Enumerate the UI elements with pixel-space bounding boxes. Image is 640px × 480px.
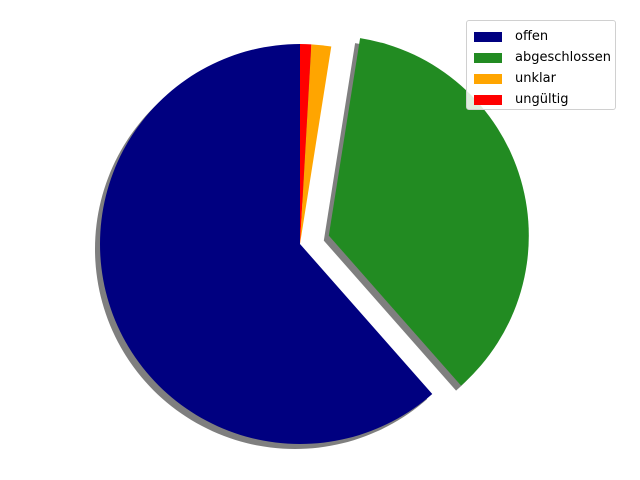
legend-label-offen: offen: [515, 29, 549, 44]
pie-slice-layer: [100, 38, 529, 444]
chart-legend: offen abgeschlossen unklar ungültig: [466, 20, 616, 110]
legend-swatch-ungueltig: [474, 94, 502, 105]
legend-label-ungueltig: ungültig: [515, 92, 569, 107]
legend-swatch-offen: [474, 31, 502, 42]
pie-slice-ungultig: [300, 44, 312, 244]
legend-item-abgeschlossen: abgeschlossen: [474, 47, 611, 68]
pie-slice-offen: [100, 44, 433, 444]
pie-slice-abgeschlossen: [328, 38, 529, 386]
legend-label-unklar: unklar: [515, 71, 556, 86]
legend-swatch-unklar: [474, 73, 502, 84]
legend-label-abgeschlossen: abgeschlossen: [515, 50, 611, 65]
pie-slice-unklar: [300, 44, 332, 245]
legend-item-unklar: unklar: [474, 68, 607, 89]
legend-item-offen: offen: [474, 26, 607, 47]
legend-item-ungueltig: ungültig: [474, 89, 607, 110]
legend-swatch-abgeschlossen: [474, 52, 502, 63]
